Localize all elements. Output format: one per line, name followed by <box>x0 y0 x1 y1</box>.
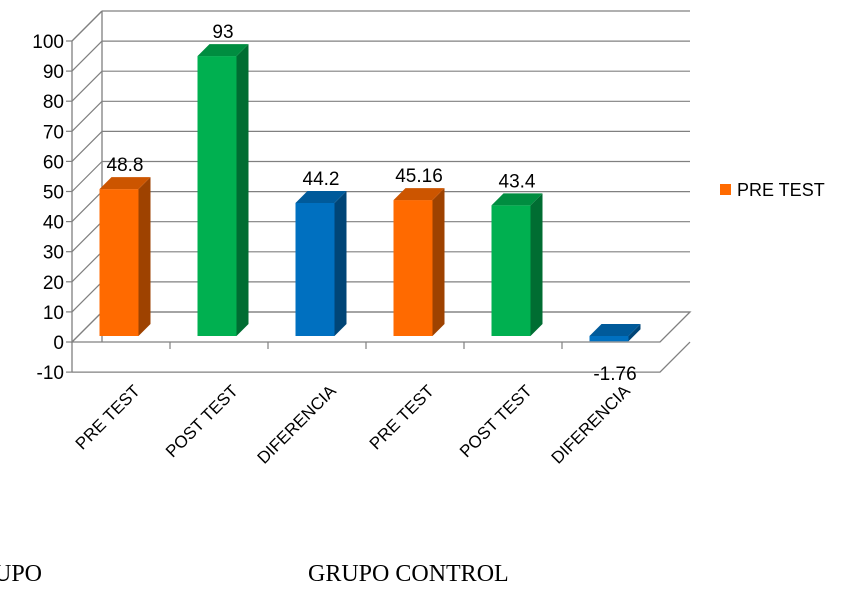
x-tick-label: POST TEST <box>456 381 536 461</box>
data-label: 93 <box>212 22 233 43</box>
legend-swatch <box>720 184 731 195</box>
gridline-side <box>71 251 103 283</box>
bars <box>99 44 641 342</box>
data-label: 43.4 <box>499 171 536 192</box>
bar-side <box>628 324 641 342</box>
gridline-side <box>71 221 103 253</box>
gridlines <box>71 10 690 349</box>
bar-side <box>432 188 445 336</box>
bar-top <box>589 324 641 336</box>
y-tick-label: 50 <box>43 183 64 204</box>
data-labels: 48.8 93 44.2 45.16 43.4 -1.76 <box>107 22 637 385</box>
y-tick-label: 90 <box>43 62 64 83</box>
bar-front <box>589 336 629 342</box>
group-label-right: GRUPO CONTROL <box>308 561 509 587</box>
legend-label: PRE TEST <box>737 180 825 200</box>
side-wall-edge <box>71 10 103 373</box>
y-tick-label: 10 <box>43 303 64 324</box>
bar-side <box>334 190 347 336</box>
y-tick-label: 100 <box>32 32 64 53</box>
gridline-side <box>71 100 103 132</box>
bottom-edge <box>72 341 691 373</box>
bar-front <box>393 200 433 336</box>
bar-top <box>393 188 445 201</box>
bar-side <box>236 44 249 336</box>
y-tick-label: 60 <box>43 152 64 173</box>
y-tick-label: 20 <box>43 273 64 294</box>
gridline-side <box>71 191 103 223</box>
bar-front <box>295 202 335 336</box>
bar-front <box>491 205 531 336</box>
data-label: -1.76 <box>593 364 636 385</box>
y-tick-label: 0 <box>53 333 64 354</box>
x-tick-label: DIFERENCIA <box>254 381 341 468</box>
x-axis-categories: PRE TEST POST TEST DIFERENCIA PRE TEST POST … <box>72 381 634 468</box>
x-tick-label: PRE TEST <box>366 381 438 453</box>
gridline-side <box>71 130 103 162</box>
bar <box>99 177 151 336</box>
gridline-side <box>71 281 103 313</box>
bar-side <box>530 193 543 336</box>
x-tick-label: PRE TEST <box>72 381 144 453</box>
x-tick-label: POST TEST <box>162 381 242 461</box>
y-tick-label: 30 <box>43 243 64 264</box>
bar <box>197 44 249 336</box>
bar <box>295 190 347 336</box>
legend: PRE TEST <box>720 180 825 200</box>
bar-top <box>295 190 347 203</box>
y-tick-label: 80 <box>43 92 64 113</box>
x-tick-label: DIFERENCIA <box>548 381 635 468</box>
bar <box>589 324 641 342</box>
gridline-side <box>71 10 103 42</box>
y-tick-label: 70 <box>43 122 64 143</box>
gridline-side <box>71 70 103 102</box>
data-label: 48.8 <box>107 155 144 176</box>
bar-top <box>491 193 543 206</box>
gridline-side <box>71 40 103 72</box>
bar-top <box>197 44 249 57</box>
data-label: 45.16 <box>395 166 443 187</box>
gridline-side <box>71 311 103 343</box>
bar-front <box>197 56 237 336</box>
gridline-side <box>71 161 103 192</box>
y-tick-label: 40 <box>43 213 64 234</box>
bar <box>491 193 543 336</box>
bar <box>393 188 445 336</box>
y-tick-label: -10 <box>37 363 64 384</box>
bar-top <box>99 177 151 190</box>
group-label-left: UPO <box>0 561 43 587</box>
bar-front <box>99 189 139 336</box>
bar-side <box>138 177 151 336</box>
y-axis-ticks: -10 0 10 20 30 40 50 60 70 80 90 100 <box>32 32 72 384</box>
data-label: 44.2 <box>303 169 340 190</box>
